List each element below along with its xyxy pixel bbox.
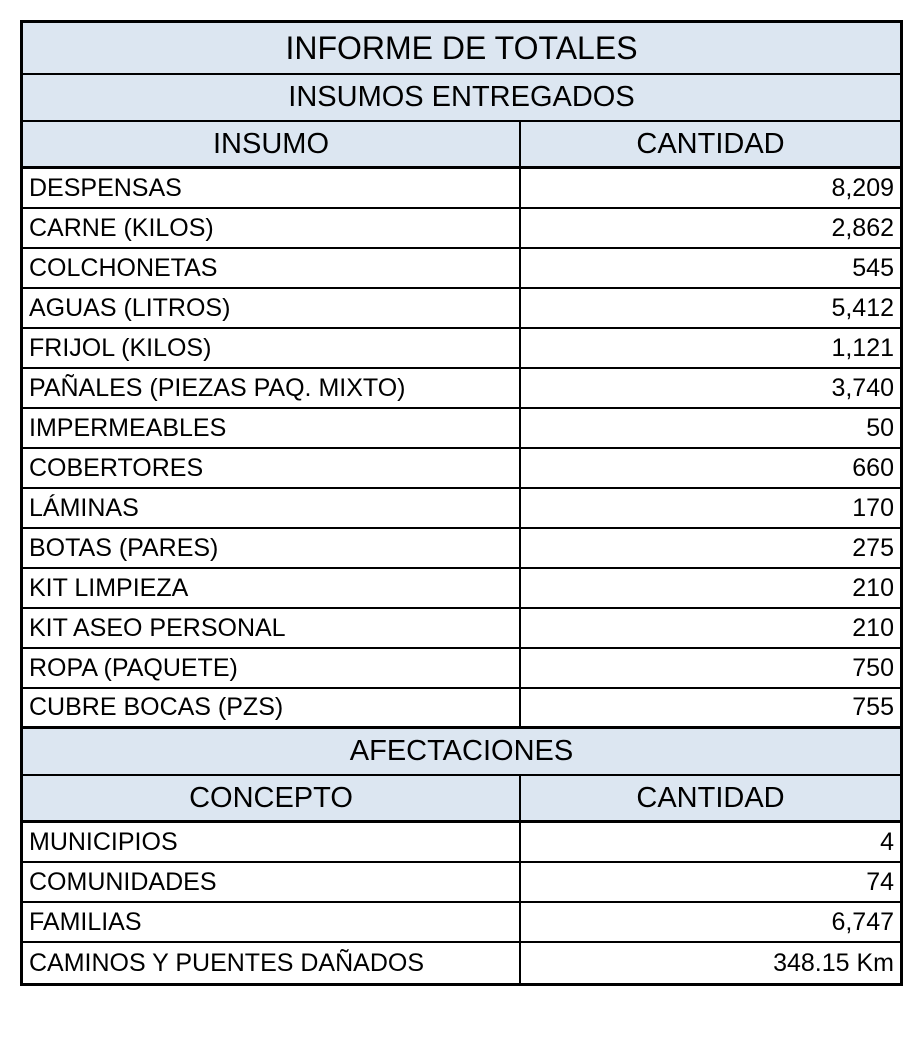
row-qty-value: 2,862 xyxy=(831,213,894,242)
row-qty-value: 755 xyxy=(852,693,894,721)
table-row: LÁMINAS 170 xyxy=(23,489,900,529)
row-item-label: PAÑALES (PIEZAS PAQ. MIXTO) xyxy=(23,369,521,407)
row-item-label: ROPA (PAQUETE) xyxy=(23,649,521,687)
impacts-table-body: MUNICIPIOS 4 COMUNIDADES 74 FAMILIAS 6,747 CAM… xyxy=(23,823,900,983)
row-item-label: IMPERMEABLES xyxy=(23,409,521,447)
table-row: KIT ASEO PERSONAL 210 xyxy=(23,609,900,649)
table-row: AGUAS (LITROS) 5,412 xyxy=(23,289,900,329)
row-item-label: CUBRE BOCAS (PZS) xyxy=(23,689,521,726)
impacts-header-row: CONCEPTO CANTIDAD xyxy=(23,776,900,823)
row-qty-value: 170 xyxy=(852,493,894,522)
report-title: INFORME DE TOTALES xyxy=(23,23,900,75)
row-qty-value: 4 xyxy=(880,827,894,856)
row-item-label: FAMILIAS xyxy=(23,903,521,941)
supplies-col-qty-header: CANTIDAD xyxy=(636,127,785,160)
row-item-label: AGUAS (LITROS) xyxy=(23,289,521,327)
table-row: CARNE (KILOS) 2,862 xyxy=(23,209,900,249)
row-item-label: COBERTORES xyxy=(23,449,521,487)
table-row: FRIJOL (KILOS) 1,121 xyxy=(23,329,900,369)
row-qty-value: 8,209 xyxy=(831,173,894,202)
supplies-col-item-header: INSUMO xyxy=(23,122,521,166)
row-qty-value: 660 xyxy=(852,453,894,482)
row-qty-value: 275 xyxy=(852,533,894,562)
row-qty-value: 750 xyxy=(852,653,894,682)
impacts-col-qty-header: CANTIDAD xyxy=(636,781,785,814)
row-qty-value: 50 xyxy=(866,413,894,442)
row-item-label: KIT LIMPIEZA xyxy=(23,569,521,607)
row-qty-value: 210 xyxy=(852,613,894,642)
supplies-table-body: DESPENSAS 8,209 CARNE (KILOS) 2,862 COLCHONE… xyxy=(23,169,900,729)
table-row: ROPA (PAQUETE) 750 xyxy=(23,649,900,689)
row-item-label: CAMINOS Y PUENTES DAÑADOS xyxy=(23,943,521,983)
totals-report-table: INFORME DE TOTALES INSUMOS ENTREGADOS IN… xyxy=(20,20,903,986)
table-row: MUNICIPIOS 4 xyxy=(23,823,900,863)
table-row: IMPERMEABLES 50 xyxy=(23,409,900,449)
row-qty-value: 545 xyxy=(852,253,894,282)
table-row: COLCHONETAS 545 xyxy=(23,249,900,289)
table-row: COMUNIDADES 74 xyxy=(23,863,900,903)
supplies-header-row: INSUMO CANTIDAD xyxy=(23,122,900,169)
row-item-label: KIT ASEO PERSONAL xyxy=(23,609,521,647)
table-row: FAMILIAS 6,747 xyxy=(23,903,900,943)
table-row: CUBRE BOCAS (PZS) 755 xyxy=(23,689,900,729)
table-row: DESPENSAS 8,209 xyxy=(23,169,900,209)
row-qty-value: 74 xyxy=(866,867,894,896)
row-qty-value: 210 xyxy=(852,573,894,602)
row-item-label: LÁMINAS xyxy=(23,489,521,527)
row-item-label: BOTAS (PARES) xyxy=(23,529,521,567)
row-item-label: COMUNIDADES xyxy=(23,863,521,901)
supplies-section-title: INSUMOS ENTREGADOS xyxy=(23,75,900,122)
table-row: CAMINOS Y PUENTES DAÑADOS 348.15 Km xyxy=(23,943,900,983)
impacts-section-title: AFECTACIONES xyxy=(23,729,900,776)
row-item-label: COLCHONETAS xyxy=(23,249,521,287)
row-item-label: CARNE (KILOS) xyxy=(23,209,521,247)
row-qty-value: 1,121 xyxy=(831,333,894,362)
table-row: COBERTORES 660 xyxy=(23,449,900,489)
table-row: BOTAS (PARES) 275 xyxy=(23,529,900,569)
table-row: PAÑALES (PIEZAS PAQ. MIXTO) 3,740 xyxy=(23,369,900,409)
row-qty-value: 348.15 Km xyxy=(773,948,894,977)
impacts-col-item-header: CONCEPTO xyxy=(23,776,521,820)
row-qty-value: 6,747 xyxy=(831,907,894,936)
table-row: KIT LIMPIEZA 210 xyxy=(23,569,900,609)
row-qty-value: 5,412 xyxy=(831,293,894,322)
row-item-label: DESPENSAS xyxy=(23,169,521,207)
row-item-label: MUNICIPIOS xyxy=(23,823,521,861)
row-qty-value: 3,740 xyxy=(831,373,894,402)
row-item-label: FRIJOL (KILOS) xyxy=(23,329,521,367)
